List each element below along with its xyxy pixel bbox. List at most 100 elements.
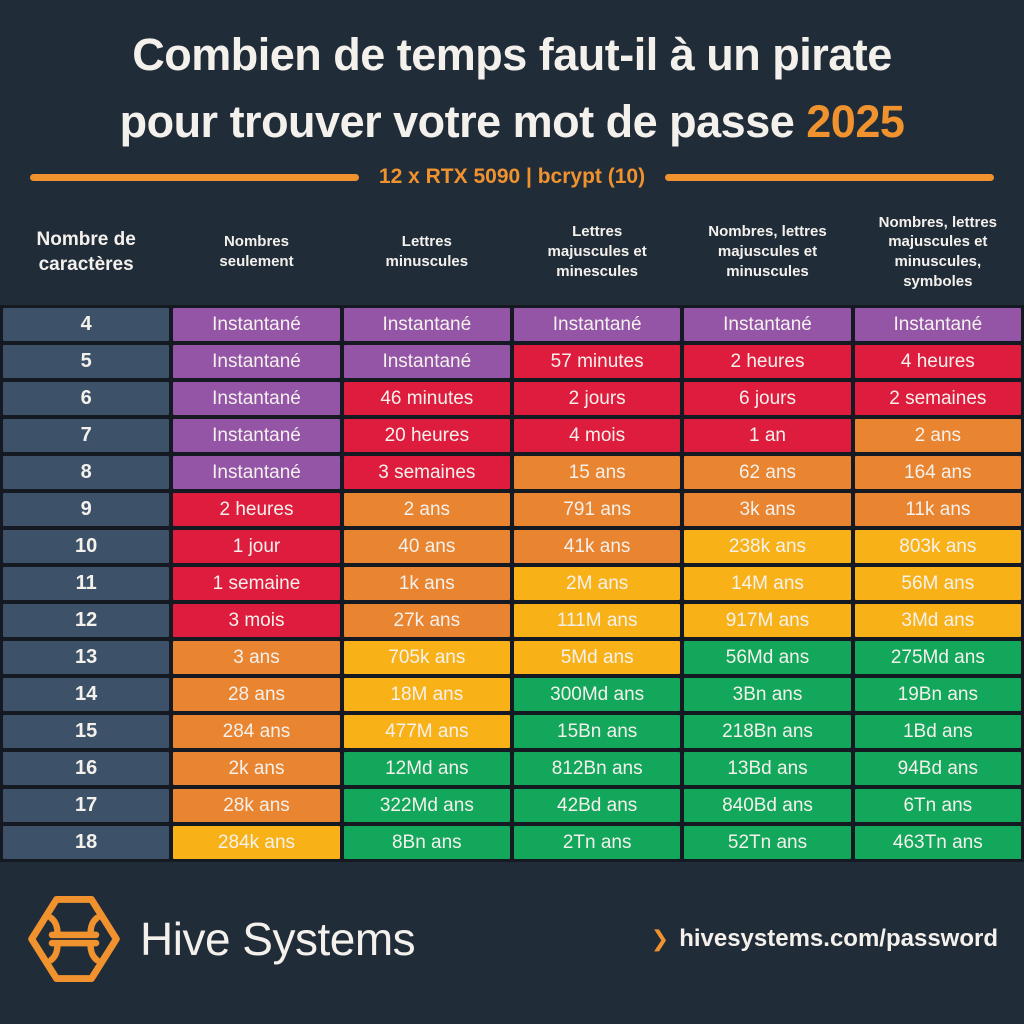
- crack-time-cell: 803k ans: [854, 530, 1021, 564]
- crack-time-cell: 1k ans: [343, 567, 510, 601]
- crack-time-cell: 94Bd ans: [854, 752, 1021, 786]
- crack-time-cell: 3 mois: [173, 604, 340, 638]
- crack-time-cell: 705k ans: [343, 641, 510, 675]
- crack-time-cell: 14M ans: [684, 567, 851, 601]
- crack-time-cell: 5Md ans: [513, 641, 681, 675]
- crack-time-cell: 111M ans: [513, 604, 681, 638]
- crack-time-cell: 19Bn ans: [854, 678, 1021, 712]
- crack-time-cell: 15Bn ans: [513, 715, 681, 749]
- footer-url: hivesystems.com/password: [679, 925, 998, 953]
- column-header-5: Nombres, lettres majuscules et minuscule…: [878, 213, 997, 290]
- char-count-cell: 7: [3, 419, 170, 453]
- crack-time-cell: Instantané: [173, 419, 340, 453]
- crack-time-cell: 3Bn ans: [684, 678, 851, 712]
- crack-time-cell: 4 mois: [513, 419, 681, 453]
- crack-time-cell: Instantané: [173, 345, 340, 379]
- crack-time-cell: 13Bd ans: [684, 752, 851, 786]
- crack-time-cell: 8Bn ans: [343, 826, 510, 860]
- char-count-cell: 17: [3, 789, 170, 823]
- crack-time-cell: 62 ans: [684, 456, 851, 490]
- crack-time-cell: 28 ans: [173, 678, 340, 712]
- char-count-cell: 11: [3, 567, 170, 601]
- crack-time-cell: 2 heures: [173, 493, 340, 527]
- crack-time-cell: 56M ans: [854, 567, 1021, 601]
- column-header-3: Lettres majuscules et minescules: [547, 223, 647, 281]
- char-count-cell: 5: [3, 345, 170, 379]
- crack-time-cell: 2 jours: [513, 382, 681, 416]
- crack-time-cell: 2 ans: [343, 493, 510, 527]
- crack-time-cell: 477M ans: [343, 715, 510, 749]
- crack-time-cell: 15 ans: [513, 456, 681, 490]
- crack-time-cell: 2 semaines: [854, 382, 1021, 416]
- crack-time-cell: 18M ans: [343, 678, 510, 712]
- char-count-cell: 6: [3, 382, 170, 416]
- crack-time-cell: 56Md ans: [684, 641, 851, 675]
- subtitle-divider-left: [30, 173, 359, 181]
- crack-time-cell: 4 heures: [854, 345, 1021, 379]
- crack-time-cell: Instantané: [173, 456, 340, 490]
- char-count-cell: 12: [3, 604, 170, 638]
- crack-time-cell: Instantané: [513, 308, 681, 342]
- crack-time-cell: Instantané: [854, 308, 1021, 342]
- char-count-cell: 14: [3, 678, 170, 712]
- crack-time-cell: 28k ans: [173, 789, 340, 823]
- crack-time-cell: Instantané: [684, 308, 851, 342]
- column-header-2: Lettres minuscules: [385, 233, 469, 271]
- crack-time-cell: 27k ans: [343, 604, 510, 638]
- crack-time-cell: 3 semaines: [343, 456, 510, 490]
- footer: Hive Systems ❯ hivesystems.com/password: [0, 862, 1024, 1024]
- password-table-body: 4 Instantané Instantané Instantané Instantan…: [0, 305, 1024, 863]
- crack-time-cell: 300Md ans: [513, 678, 681, 712]
- crack-time-cell: 20 heures: [343, 419, 510, 453]
- brand: Hive Systems: [26, 893, 416, 985]
- crack-time-cell: Instantané: [173, 382, 340, 416]
- crack-time-cell: 275Md ans: [854, 641, 1021, 675]
- crack-time-cell: 322Md ans: [343, 789, 510, 823]
- crack-time-cell: 2 heures: [684, 345, 851, 379]
- crack-time-cell: 1 jour: [173, 530, 340, 564]
- crack-time-cell: 3k ans: [684, 493, 851, 527]
- crack-time-cell: Instantané: [343, 345, 510, 379]
- char-count-cell: 15: [3, 715, 170, 749]
- crack-time-cell: 284 ans: [173, 715, 340, 749]
- crack-time-cell: 12Md ans: [343, 752, 510, 786]
- char-count-cell: 10: [3, 530, 170, 564]
- crack-time-cell: 11k ans: [854, 493, 1021, 527]
- char-count-cell: 8: [3, 456, 170, 490]
- table-header-row: Nombre de caractères Nombres seulement Let…: [0, 205, 1024, 299]
- crack-time-cell: 463Tn ans: [854, 826, 1021, 860]
- column-header-0: Nombre de caractères: [36, 228, 136, 276]
- crack-time-cell: 2M ans: [513, 567, 681, 601]
- year-highlight: 2025: [806, 95, 905, 147]
- crack-time-cell: 284k ans: [173, 826, 340, 860]
- crack-time-cell: 1 an: [684, 419, 851, 453]
- title-line-1: Combien de temps faut-il à un pirate: [132, 29, 892, 80]
- crack-time-cell: 218Bn ans: [684, 715, 851, 749]
- footer-link[interactable]: ❯ hivesystems.com/password: [651, 925, 998, 953]
- char-count-cell: 16: [3, 752, 170, 786]
- column-header-4: Nombres, lettres majuscules et minuscule…: [708, 223, 827, 281]
- subtitle: 12 x RTX 5090 | bcrypt (10): [30, 165, 995, 189]
- crack-time-cell: 42Bd ans: [513, 789, 681, 823]
- hive-logo-icon: [28, 896, 120, 983]
- crack-time-cell: 791 ans: [513, 493, 681, 527]
- crack-time-cell: 46 minutes: [343, 382, 510, 416]
- crack-time-cell: 1 semaine: [173, 567, 340, 601]
- crack-time-cell: 41k ans: [513, 530, 681, 564]
- crack-time-cell: 2Tn ans: [513, 826, 681, 860]
- crack-time-cell: 917M ans: [684, 604, 851, 638]
- subtitle-divider-right: [665, 173, 995, 181]
- chevron-icon: ❯: [650, 926, 670, 952]
- title-line-2: pour trouver votre mot de passe 2025: [119, 95, 905, 147]
- crack-time-cell: 238k ans: [684, 530, 851, 564]
- crack-time-cell: 52Tn ans: [684, 826, 851, 860]
- char-count-cell: 4: [3, 308, 170, 342]
- crack-time-cell: 812Bn ans: [513, 752, 681, 786]
- char-count-cell: 13: [3, 641, 170, 675]
- crack-time-cell: 840Bd ans: [684, 789, 851, 823]
- subtitle-text: 12 x RTX 5090 | bcrypt (10): [378, 165, 646, 189]
- page-title: Combien de temps faut-il à un pirate pou…: [8, 22, 1016, 155]
- crack-time-cell: 40 ans: [343, 530, 510, 564]
- crack-time-cell: 1Bd ans: [854, 715, 1021, 749]
- crack-time-cell: 3 ans: [173, 641, 340, 675]
